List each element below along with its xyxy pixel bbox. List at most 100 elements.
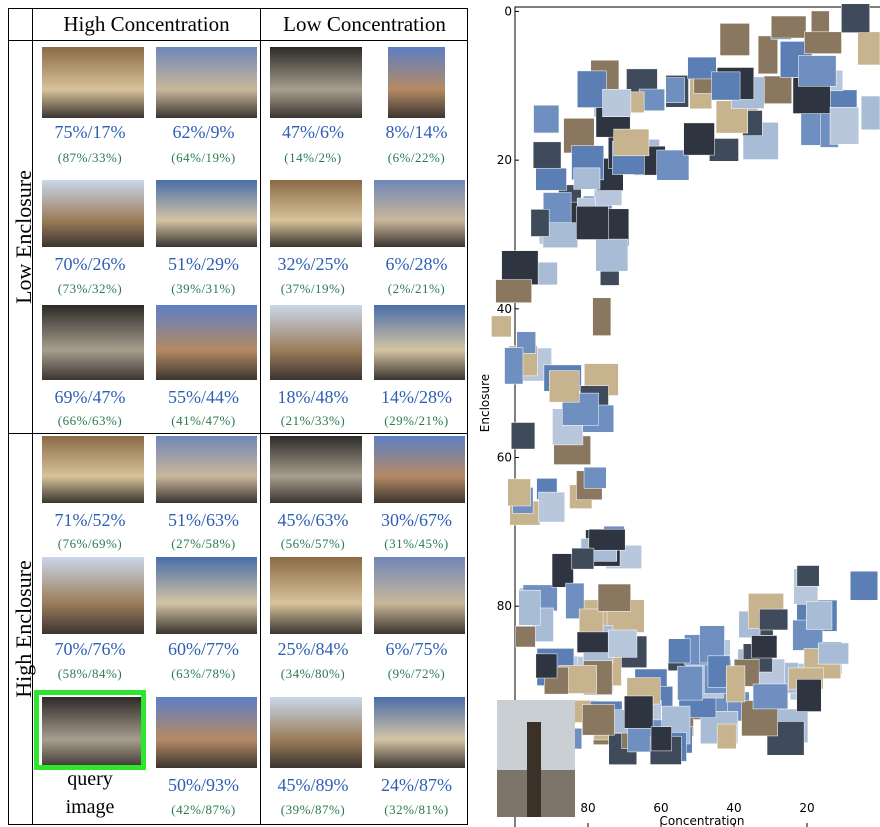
photo xyxy=(156,557,257,634)
thumbnail xyxy=(841,4,869,33)
thumbnail xyxy=(624,696,653,728)
thumbnail xyxy=(712,72,741,100)
score: 51%/63% xyxy=(147,510,260,531)
thumbnail xyxy=(764,76,792,104)
score-baseline: (73%/32%) xyxy=(33,281,147,297)
score: 8%/14% xyxy=(365,122,468,143)
score-baseline: (32%/81%) xyxy=(365,802,468,818)
photo xyxy=(42,47,144,118)
score: 6%/28% xyxy=(365,254,468,275)
thumbnail xyxy=(515,626,535,647)
score: 14%/28% xyxy=(365,387,468,408)
thumbnail xyxy=(519,590,541,625)
y-tick-label: 20 xyxy=(497,153,512,167)
thumbnail xyxy=(678,666,703,700)
y-axis-label: Enclosure xyxy=(478,374,492,432)
thumbnail xyxy=(758,36,778,74)
thumbnail xyxy=(598,584,631,611)
score-baseline: (31%/45%) xyxy=(365,536,468,552)
score: 45%/63% xyxy=(261,510,365,531)
score-baseline: (76%/69%) xyxy=(33,536,147,552)
thumbnail xyxy=(818,643,848,664)
score: 51%/29% xyxy=(147,254,260,275)
thumbnail xyxy=(584,467,606,488)
photo xyxy=(42,305,144,380)
score: 75%/17% xyxy=(33,122,147,143)
thumbnail xyxy=(771,16,806,38)
score-baseline: (21%/33%) xyxy=(261,413,365,429)
photo xyxy=(42,436,144,503)
y-tick-label: 0 xyxy=(504,4,512,18)
x-tick-label: 80 xyxy=(580,801,595,815)
figure: High Concentration Low Concentration Low… xyxy=(0,0,880,827)
thumbnail xyxy=(496,280,532,303)
photo xyxy=(270,180,362,247)
thumbnail xyxy=(533,142,561,168)
photo xyxy=(270,47,362,118)
thumbnail xyxy=(577,71,606,108)
thumbnail xyxy=(531,209,549,236)
x-axis-label: Concentration xyxy=(660,814,745,827)
thumbnail xyxy=(511,422,535,449)
query-caption: image xyxy=(33,796,147,819)
query-highlight xyxy=(34,690,146,770)
score-baseline: (2%/21%) xyxy=(365,281,468,297)
thumbnail xyxy=(508,479,531,506)
thumbnail xyxy=(797,566,819,587)
thumbnail xyxy=(534,105,559,133)
thumbnail xyxy=(582,705,614,736)
score-baseline: (64%/19%) xyxy=(147,150,260,166)
score: 62%/9% xyxy=(147,122,260,143)
score-baseline: (42%/87%) xyxy=(147,802,260,818)
thumbnail xyxy=(858,32,880,65)
photo xyxy=(374,305,465,380)
score-baseline: (56%/57%) xyxy=(261,536,365,552)
thumbnail xyxy=(505,348,523,384)
photo xyxy=(270,697,362,768)
score-baseline: (37%/19%) xyxy=(261,281,365,297)
thumbnail xyxy=(717,724,736,749)
score-baseline: (14%/2%) xyxy=(261,150,365,166)
thumbnail xyxy=(666,78,685,103)
thumbnail xyxy=(491,316,511,337)
score-baseline: (34%/80%) xyxy=(261,666,365,682)
photo xyxy=(270,557,362,634)
photo xyxy=(374,697,465,768)
score: 47%/6% xyxy=(261,122,365,143)
thumbnail xyxy=(753,684,788,709)
thumbnail xyxy=(850,571,878,600)
photo xyxy=(156,47,257,118)
thumbnail xyxy=(589,529,625,550)
thumbnail xyxy=(536,168,567,190)
photo xyxy=(156,305,257,380)
query-thumbnail-tower xyxy=(527,722,541,817)
score-baseline: (39%/87%) xyxy=(261,802,365,818)
photo xyxy=(374,180,465,247)
score: 69%/47% xyxy=(33,387,147,408)
photo xyxy=(374,436,465,503)
photo xyxy=(156,697,257,768)
score-baseline: (39%/31%) xyxy=(147,281,260,297)
thumbnail xyxy=(651,727,672,751)
thumbnail xyxy=(576,206,608,239)
thumbnail xyxy=(614,129,649,156)
thumbnail xyxy=(797,679,822,711)
thumbnail xyxy=(574,168,600,189)
photo xyxy=(270,305,362,380)
score-baseline: (87%/33%) xyxy=(33,150,147,166)
photo xyxy=(270,436,362,503)
score: 55%/44% xyxy=(147,387,260,408)
y-tick-label: 60 xyxy=(497,451,512,465)
thumbnail xyxy=(684,123,715,155)
thumbnail xyxy=(539,492,565,522)
score: 6%/75% xyxy=(365,639,468,660)
score-baseline: (27%/58%) xyxy=(147,536,260,552)
score-baseline: (9%/72%) xyxy=(365,666,468,682)
score: 24%/87% xyxy=(365,775,468,796)
y-tick-label: 40 xyxy=(497,302,512,316)
thumbnail xyxy=(759,609,787,630)
thumbnail xyxy=(549,371,579,403)
score-baseline: (58%/84%) xyxy=(33,666,147,682)
thumbnail xyxy=(608,630,637,657)
thumbnail xyxy=(552,554,573,588)
